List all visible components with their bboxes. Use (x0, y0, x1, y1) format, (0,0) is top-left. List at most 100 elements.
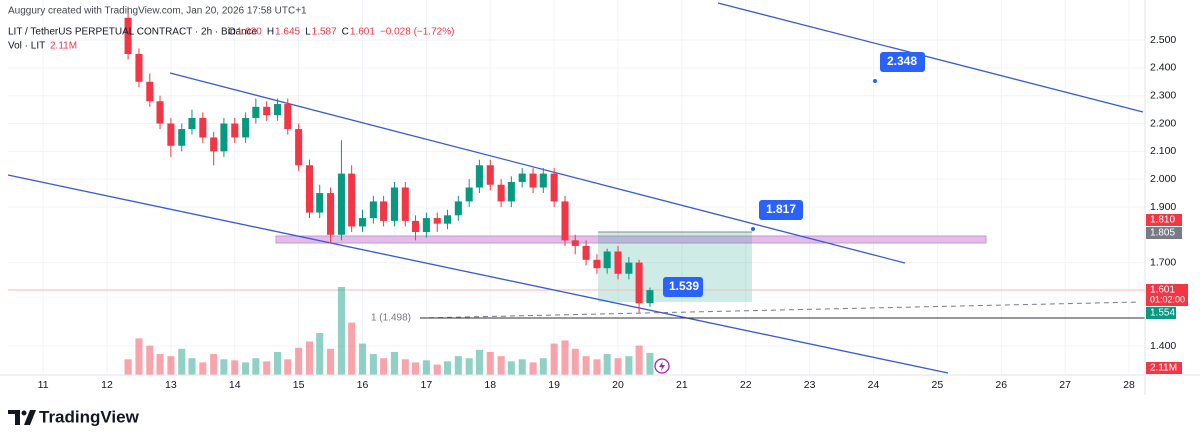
candle-body (550, 173, 558, 202)
y-tick-label: 2.100 (1150, 145, 1176, 157)
volume-bar (369, 354, 377, 375)
callout-text: 1.539 (669, 279, 699, 293)
volume-bar (231, 360, 239, 375)
price-tag-text: 1.601 (1150, 285, 1175, 296)
volume-bar (593, 359, 601, 375)
y-tick-label: 1.700 (1150, 256, 1176, 268)
candle-body (369, 201, 377, 219)
ohlc-key: C (342, 27, 349, 38)
volume-bar (539, 358, 547, 375)
candle-body (401, 187, 409, 221)
x-tick-label: 14 (229, 379, 241, 391)
volume-bar (380, 358, 388, 375)
x-tick-label: 22 (740, 379, 752, 391)
channel-upper (169, 72, 906, 264)
y-tick-label: 2.300 (1150, 89, 1176, 101)
x-tick-label: 20 (612, 379, 624, 391)
candle-body (274, 104, 282, 116)
x-tick-label: 16 (357, 379, 369, 391)
candle-body (242, 117, 250, 138)
x-tick-label: 25 (932, 379, 944, 391)
candle-body (433, 218, 441, 224)
candle-body (348, 173, 356, 227)
callout-text: 1.817 (766, 202, 796, 216)
anchor (751, 227, 755, 231)
y-tick-label: 2.500 (1150, 34, 1176, 46)
callout (663, 277, 703, 297)
candle-body (443, 215, 451, 224)
volume-bar (465, 358, 473, 375)
support-zone (275, 235, 987, 244)
volume-bar (358, 343, 367, 375)
y-tick-label: 1.900 (1150, 201, 1176, 213)
volume-bar (156, 354, 164, 375)
volume-bar (135, 338, 143, 375)
volume-bar (646, 352, 654, 375)
candle-body (146, 81, 154, 102)
x-tick-label: 21 (676, 379, 688, 391)
candle-body (263, 106, 271, 116)
brand: TradingView (39, 407, 140, 426)
logo-icon (8, 410, 36, 425)
ohlc-value: 1.630 (237, 27, 262, 38)
candle-body (135, 53, 143, 82)
volume-bar (561, 340, 569, 375)
candle-body (178, 129, 186, 146)
candle-body (305, 165, 314, 213)
candle-body (284, 104, 292, 130)
candle-body (646, 290, 654, 304)
volume-bar (220, 359, 228, 375)
price-tag-text: 1.810 (1150, 215, 1175, 226)
volume-bar (305, 341, 314, 375)
volume-bar (295, 347, 303, 375)
callout (759, 200, 803, 220)
price-tag (1146, 284, 1188, 306)
candle-body (497, 184, 505, 202)
candle-body (593, 259, 601, 269)
candle-body (380, 201, 388, 221)
volume-bar (454, 356, 462, 375)
candle-body (316, 193, 324, 213)
volume-bar (167, 356, 175, 375)
volume-bar (263, 361, 271, 375)
volume-bar (401, 359, 409, 375)
ohlc-value: 1.587 (312, 27, 337, 38)
candle-body (614, 251, 622, 274)
candle-body (358, 218, 367, 227)
volume-bar (475, 349, 483, 375)
volume-bar (199, 362, 207, 375)
countdown-text: 01:02:00 (1150, 294, 1185, 304)
volume-bar (412, 362, 420, 375)
candle-body (486, 165, 494, 185)
volume-bar (422, 360, 430, 375)
candle-body (603, 251, 611, 269)
volume-bar (497, 356, 505, 375)
candle-body (561, 201, 569, 241)
candle-body (337, 173, 345, 235)
channel-top (717, 2, 1144, 113)
volume-bar (635, 345, 643, 375)
volume-bar (614, 358, 622, 375)
level-label: 1 (1.498) (371, 313, 411, 324)
candle-body (454, 201, 462, 216)
ohlc-key: H (267, 27, 274, 38)
candle-body (582, 245, 590, 260)
volume-bar (625, 356, 633, 375)
price-tag-text: 1.805 (1150, 228, 1175, 239)
price-tag (1146, 307, 1176, 319)
x-tick-label: 26 (995, 379, 1007, 391)
event-bolt (659, 361, 665, 371)
volume-bar (337, 287, 345, 375)
candle-body (571, 240, 579, 246)
vol-label: Vol · LIT (8, 41, 45, 52)
anchor (873, 79, 877, 83)
x-tick-label: 28 (1123, 379, 1135, 391)
candle-body (539, 173, 547, 188)
ohlc: O 1.630 H 1.645 L 1.587 C 1.601 −0.028 (−1.72%) (228, 27, 454, 38)
candle-body (635, 262, 643, 304)
x-tick-label: 13 (165, 379, 177, 391)
price-tag (1146, 227, 1182, 239)
volume-bar (274, 351, 282, 375)
volume-bar (252, 358, 260, 375)
